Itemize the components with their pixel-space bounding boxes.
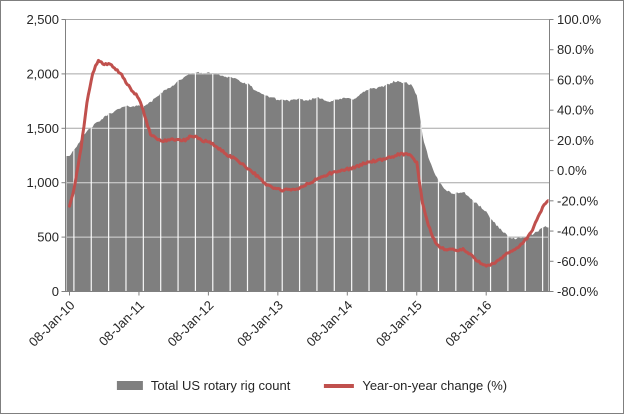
svg-text:08-Jan-11: 08-Jan-11 — [96, 298, 147, 349]
svg-text:08-Jan-14: 08-Jan-14 — [303, 298, 355, 350]
legend-label-yoy-change: Year-on-year change (%) — [362, 378, 508, 393]
legend-swatch-bar — [116, 381, 143, 390]
svg-text:08-Jan-15: 08-Jan-15 — [373, 298, 425, 350]
left-axis-labels: 0 500 1,000 1,500 2,000 2,500 — [26, 12, 59, 299]
svg-text:80.0%: 80.0% — [557, 42, 594, 57]
svg-text:08-Jan-16: 08-Jan-16 — [442, 298, 494, 350]
svg-text:1,500: 1,500 — [26, 121, 59, 136]
svg-text:0: 0 — [52, 284, 59, 299]
svg-text:08-Jan-12: 08-Jan-12 — [165, 298, 217, 350]
svg-text:-20.0%: -20.0% — [557, 193, 599, 208]
svg-text:60.0%: 60.0% — [557, 72, 594, 87]
svg-text:-80.0%: -80.0% — [557, 284, 599, 299]
svg-text:-40.0%: -40.0% — [557, 224, 599, 239]
bars-series — [66, 71, 549, 292]
svg-text:500: 500 — [37, 230, 59, 245]
svg-text:08-Jan-13: 08-Jan-13 — [234, 298, 286, 350]
svg-text:1,000: 1,000 — [26, 175, 59, 190]
line-series — [68, 58, 549, 268]
svg-text:08-Jan-10: 08-Jan-10 — [26, 298, 78, 350]
svg-text:0.0%: 0.0% — [557, 163, 587, 178]
axes — [61, 19, 554, 296]
svg-text:100.0%: 100.0% — [557, 12, 602, 27]
chart-legend: Total US rotary rig count Year-on-year c… — [116, 378, 507, 393]
svg-text:20.0%: 20.0% — [557, 133, 594, 148]
svg-text:-60.0%: -60.0% — [557, 254, 599, 269]
legend-label-rig-count: Total US rotary rig count — [150, 378, 291, 393]
right-axis-labels: 100.0% 80.0% 60.0% 40.0% 20.0% 0.0% -20.0% -40.… — [557, 12, 602, 299]
svg-text:2,500: 2,500 — [26, 12, 59, 27]
svg-text:40.0%: 40.0% — [557, 103, 594, 118]
legend-swatch-line — [324, 383, 355, 388]
legend-item-yoy-change: Year-on-year change (%) — [324, 378, 507, 393]
x-axis-labels: 08-Jan-10 08-Jan-11 08-Jan-12 08-Jan-13 08-J… — [26, 298, 495, 350]
legend-item-rig-count: Total US rotary rig count — [116, 378, 291, 393]
svg-text:2,000: 2,000 — [26, 66, 59, 81]
